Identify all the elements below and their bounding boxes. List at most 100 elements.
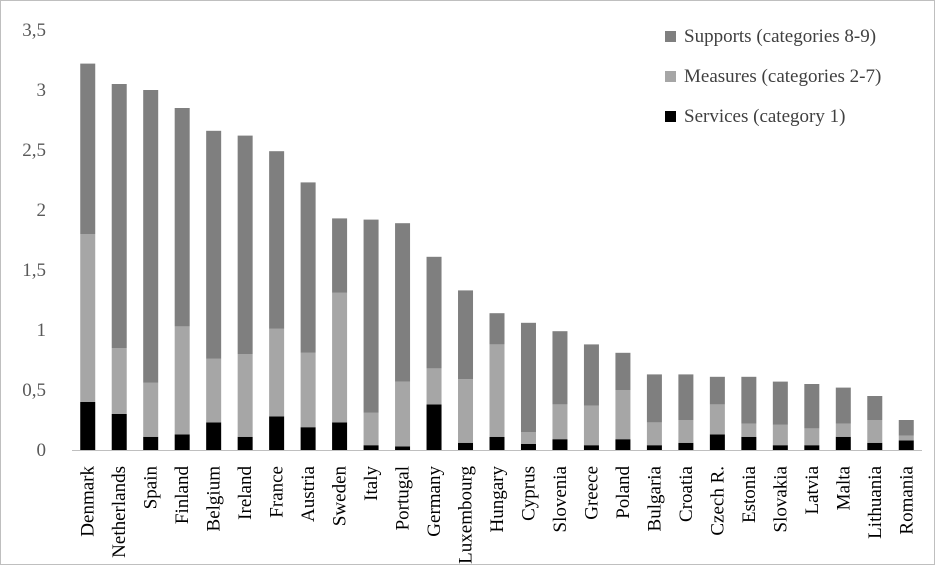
x-tick-label: Greece (581, 466, 602, 520)
bar-segment-services (898, 440, 914, 450)
x-tick-label: Austria (298, 465, 319, 522)
bar-segment-measures (395, 381, 411, 447)
bar-segment-services (111, 414, 127, 450)
bar-segment-services (458, 442, 474, 450)
bar-segment-measures (646, 422, 662, 446)
bar-segment-services (867, 442, 883, 450)
x-tick-label: Germany (424, 466, 445, 537)
legend-label: Services (category 1) (684, 106, 845, 127)
bar-segment-services (804, 445, 820, 450)
bar-segment-measures (174, 326, 190, 435)
x-tick-label: France (267, 466, 288, 518)
bar-segment-supports (206, 130, 222, 359)
bar-segment-measures (772, 424, 788, 446)
legend-swatch (665, 111, 676, 122)
bar-segment-supports (646, 374, 662, 423)
x-tick-label: Slovakia (770, 465, 791, 532)
bar-segment-services (143, 436, 159, 450)
legend-swatch (665, 31, 676, 42)
bar-segment-supports (741, 376, 757, 424)
bar-segment-measures (520, 432, 536, 444)
x-tick-label: Hungary (487, 466, 508, 533)
bar-segment-services (646, 445, 662, 450)
bar-segment-supports (143, 90, 159, 383)
bar-segment-services (206, 422, 222, 450)
y-tick-label: 0 (37, 440, 47, 461)
y-tick-label: 2,5 (22, 140, 46, 161)
x-tick-label: Portugal (393, 466, 414, 530)
y-axis: 0 0,5 1 1,5 2 2,5 3 3,5 (22, 20, 46, 461)
bar-segment-supports (237, 135, 253, 354)
bar-segment-services (269, 416, 285, 450)
bar-segment-measures (804, 428, 820, 446)
bar-segment-services (678, 442, 694, 450)
y-tick-label: 1,5 (22, 260, 46, 281)
bar-segment-measures (80, 234, 96, 402)
bar-segment-supports (552, 331, 568, 405)
bar-segment-measures (143, 382, 159, 437)
y-tick-label: 3,5 (22, 20, 46, 41)
x-tick-label: Sweden (330, 466, 351, 527)
bar-segment-measures (741, 423, 757, 437)
bar-segment-measures (426, 368, 442, 405)
bar-segment-measures (237, 354, 253, 437)
legend-swatch (665, 71, 676, 82)
bar-segment-measures (583, 405, 599, 446)
x-tick-label: Poland (613, 466, 634, 519)
bar-segment-services (741, 436, 757, 450)
bar-segment-supports (111, 84, 127, 348)
bar-segment-supports (709, 376, 725, 405)
x-tick-label: Romania (896, 465, 917, 534)
y-tick-label: 2 (37, 200, 47, 221)
bar-segment-supports (772, 381, 788, 425)
x-tick-label: Estonia (739, 465, 760, 523)
x-tick-label: Spain (141, 466, 162, 510)
bar-segment-supports (363, 219, 379, 413)
bar-segment-measures (111, 348, 127, 414)
bar-segment-services (395, 446, 411, 450)
bar-segment-services (426, 404, 442, 450)
x-tick-label: Malta (833, 465, 854, 510)
bar-segment-measures (458, 379, 474, 443)
bar-segment-measures (867, 420, 883, 443)
bar-segment-services (709, 434, 725, 450)
bar-segment-supports (395, 223, 411, 382)
bar-segment-supports (615, 352, 631, 390)
y-tick-label: 3 (37, 80, 47, 101)
bar-segment-supports (300, 182, 316, 353)
x-tick-label: Lithuania (865, 465, 886, 538)
bar-segment-services (489, 436, 505, 450)
bar-segment-supports (678, 374, 694, 420)
bar-segment-supports (426, 256, 442, 369)
bar-segment-supports (520, 322, 536, 432)
bar-segment-services (363, 445, 379, 450)
bar-segment-measures (332, 292, 348, 423)
bar-segment-supports (489, 313, 505, 345)
bar-segment-services (174, 434, 190, 450)
bar-segment-measures (898, 435, 914, 441)
x-tick-label: Luxembourg (456, 466, 477, 564)
bar-segment-measures (615, 390, 631, 440)
bar-segment-supports (269, 151, 285, 329)
legend: Supports (categories 8-9) Measures (categ… (665, 26, 881, 127)
bar-segment-supports (458, 290, 474, 380)
bar-segment-measures (489, 344, 505, 437)
bar-segment-services (772, 445, 788, 450)
x-tick-label: Netherlands (109, 466, 130, 558)
bar-segment-services (552, 439, 568, 450)
bar-segment-services (80, 402, 96, 450)
x-tick-label: Cyprus (518, 466, 539, 521)
y-tick-label: 1 (37, 320, 47, 341)
x-tick-label: Denmark (78, 466, 99, 537)
x-tick-label: Czech R. (707, 466, 728, 536)
bar-segment-measures (678, 420, 694, 443)
bar-segment-supports (835, 387, 851, 424)
bars (80, 63, 914, 450)
bar-segment-services (615, 439, 631, 450)
x-axis: Denmark Netherlands Spain Finland Belgium Ire… (72, 450, 922, 564)
legend-label: Measures (categories 2-7) (684, 66, 881, 87)
bar-segment-measures (269, 328, 285, 417)
bar-segment-measures (835, 423, 851, 437)
bar-segment-supports (332, 218, 348, 293)
x-tick-label: Latvia (802, 465, 823, 514)
